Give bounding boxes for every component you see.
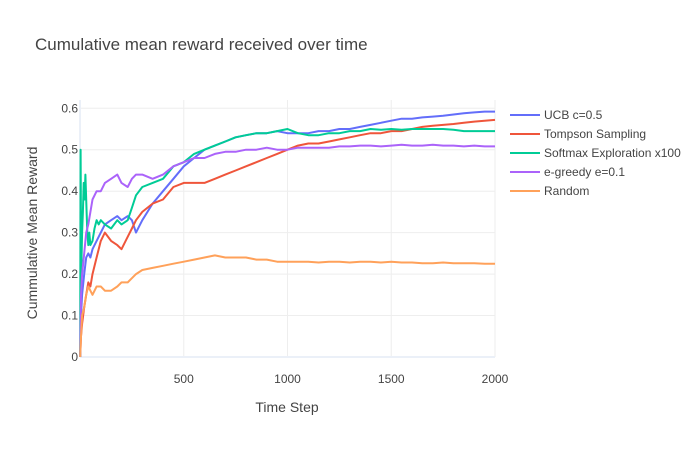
legend-item[interactable]: UCB c=0.5 bbox=[510, 108, 603, 122]
x-tick-label: 500 bbox=[174, 372, 194, 386]
legend-label: Random bbox=[544, 184, 589, 198]
chart-title: Cumulative mean reward received over tim… bbox=[35, 35, 368, 54]
legend-item[interactable]: Random bbox=[510, 184, 589, 198]
x-tick-labels: 500 1000 1500 2000 bbox=[174, 372, 509, 386]
y-axis-title: Cummulative Mean Reward bbox=[24, 147, 40, 320]
x-tick-label: 2000 bbox=[482, 372, 509, 386]
grid bbox=[80, 100, 496, 357]
x-axis-title: Time Step bbox=[255, 399, 318, 415]
series-lines bbox=[79, 110, 496, 358]
legend-label: Tompson Sampling bbox=[544, 127, 646, 141]
x-tick-label: 1000 bbox=[274, 372, 301, 386]
y-tick-label: 0.3 bbox=[61, 226, 78, 240]
series-line-3 bbox=[79, 143, 495, 358]
y-tick-label: 0.1 bbox=[61, 309, 78, 323]
legend-label: Softmax Exploration x100 bbox=[544, 146, 681, 160]
y-tick-label: 0 bbox=[71, 350, 78, 364]
legend[interactable]: UCB c=0.5 Tompson Sampling Softmax Explora… bbox=[510, 108, 681, 198]
y-tick-labels: 0 0.1 0.2 0.3 0.4 0.5 0.6 bbox=[61, 101, 78, 364]
y-tick-label: 0.2 bbox=[61, 267, 78, 281]
legend-label: UCB c=0.5 bbox=[544, 108, 603, 122]
y-tick-label: 0.6 bbox=[61, 101, 78, 115]
legend-item[interactable]: Softmax Exploration x100 bbox=[510, 146, 681, 160]
series-line-4 bbox=[79, 254, 495, 358]
y-tick-label: 0.4 bbox=[61, 184, 78, 198]
x-tick-label: 1500 bbox=[378, 372, 405, 386]
series-line-2 bbox=[79, 128, 495, 358]
y-tick-label: 0.5 bbox=[61, 143, 78, 157]
legend-item[interactable]: Tompson Sampling bbox=[510, 127, 646, 141]
legend-label: e-greedy e=0.1 bbox=[544, 165, 625, 179]
legend-item[interactable]: e-greedy e=0.1 bbox=[510, 165, 625, 179]
